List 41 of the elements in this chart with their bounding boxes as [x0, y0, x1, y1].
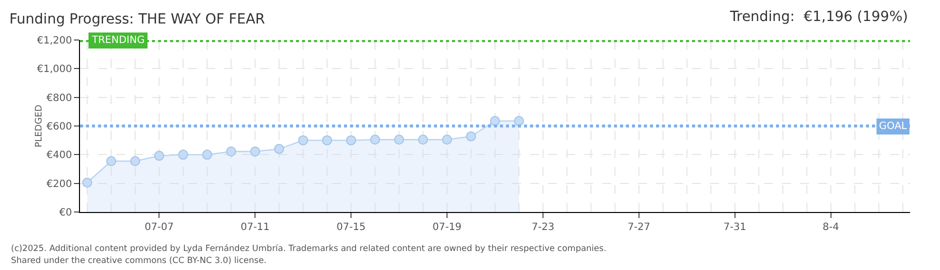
point: [298, 135, 308, 146]
x-tick-label: 8-4: [822, 222, 840, 233]
y-tick-label: €400: [46, 150, 72, 162]
text: Shared under the creative commons (CC BY-NC 3.0) license.: [11, 256, 267, 266]
point: [82, 178, 92, 188]
y-axis-title: PLEDGED: [34, 104, 45, 148]
chart-title: Funding Progress: THE WAY OF FEAR: [9, 11, 266, 28]
x-tick-label: 7-27: [628, 222, 650, 233]
point: [394, 134, 404, 145]
ref-line-label: TRENDING: [91, 35, 145, 46]
point: [490, 116, 500, 126]
point: [130, 156, 140, 166]
point: [322, 135, 332, 146]
x-tick-label: 07-11: [240, 222, 270, 233]
y-tick-label: €1,200: [37, 36, 72, 46]
point: [178, 150, 188, 160]
x-tick-label: 07-15: [336, 222, 366, 233]
ref-line-label: GOAL: [879, 121, 908, 132]
y-tick-label: €600: [46, 122, 72, 132]
point: [202, 150, 212, 160]
x-tick-label: 07-07: [144, 222, 174, 233]
point: [514, 116, 524, 126]
point: [370, 134, 380, 145]
point: [154, 150, 164, 161]
y-tick-label: €0: [59, 208, 72, 218]
point: [106, 156, 116, 166]
x-tick-label: 07-19: [432, 222, 462, 233]
point: [442, 134, 452, 145]
x-tick-label: 7-23: [532, 222, 554, 233]
y-tick-label: €800: [46, 92, 72, 104]
point: [466, 131, 476, 142]
point: [226, 146, 236, 157]
x-tick-label: 7-31: [724, 222, 746, 233]
y-tick-label: €200: [46, 178, 72, 190]
point: [274, 144, 284, 154]
point: [346, 135, 356, 146]
point: [418, 134, 428, 145]
point: [250, 146, 260, 157]
text: (c)2025. Additional content provided by Lyda Fernández Umbría. Trademarks and related content are owned by their respective companies.: [11, 244, 606, 254]
chart-subtitle: Trending: €1,196 (199%): [729, 9, 908, 25]
y-tick-label: €1,000: [37, 64, 72, 76]
